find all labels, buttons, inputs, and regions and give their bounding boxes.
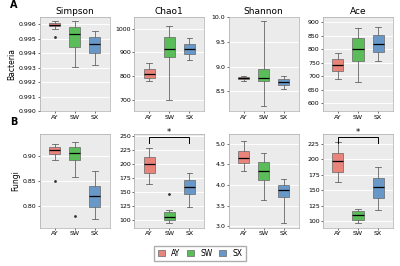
PathPatch shape (278, 185, 289, 197)
PathPatch shape (372, 178, 384, 198)
Title: Simpson: Simpson (56, 7, 94, 16)
PathPatch shape (164, 37, 175, 57)
PathPatch shape (352, 38, 364, 61)
PathPatch shape (258, 163, 269, 180)
PathPatch shape (49, 147, 60, 154)
Text: B: B (10, 117, 18, 127)
PathPatch shape (238, 77, 249, 79)
Title: Shannon: Shannon (244, 7, 284, 16)
Text: *: * (356, 128, 360, 137)
Legend: AY, SW, SX: AY, SW, SX (154, 246, 246, 261)
PathPatch shape (144, 157, 155, 173)
PathPatch shape (69, 147, 80, 160)
PathPatch shape (144, 69, 155, 77)
PathPatch shape (184, 180, 195, 194)
PathPatch shape (238, 151, 249, 163)
Title: Chao1: Chao1 (155, 7, 184, 16)
PathPatch shape (184, 44, 195, 54)
Title: Ace: Ace (350, 7, 366, 16)
PathPatch shape (332, 153, 344, 172)
Y-axis label: Bacteria: Bacteria (7, 48, 16, 80)
PathPatch shape (372, 35, 384, 52)
PathPatch shape (258, 69, 269, 81)
Y-axis label: Fungi: Fungi (11, 171, 20, 191)
Text: A: A (10, 0, 18, 10)
Text: *: * (167, 128, 171, 137)
PathPatch shape (352, 211, 364, 220)
PathPatch shape (69, 27, 80, 47)
PathPatch shape (49, 23, 60, 26)
PathPatch shape (89, 186, 100, 207)
PathPatch shape (278, 80, 289, 85)
PathPatch shape (89, 37, 100, 53)
PathPatch shape (332, 59, 344, 71)
PathPatch shape (164, 212, 175, 220)
